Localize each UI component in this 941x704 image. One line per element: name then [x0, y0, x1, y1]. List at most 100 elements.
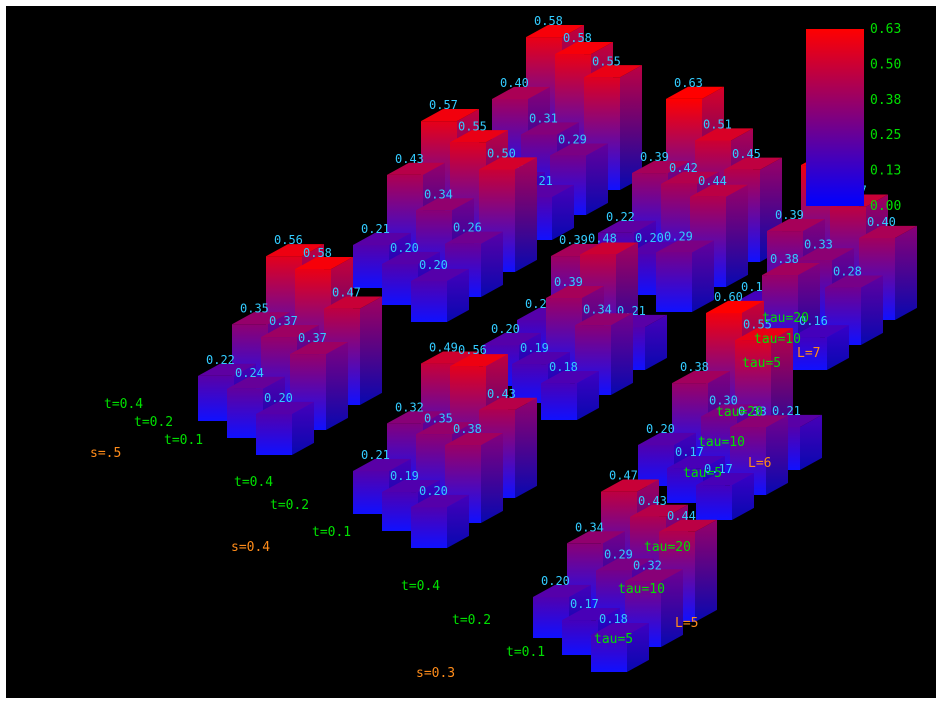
bar-top: [767, 218, 825, 232]
bar: 0.18: [591, 612, 649, 672]
tau-label: tau=5: [594, 632, 633, 647]
bar-value-label: 0.20: [635, 231, 664, 245]
bar: 0.17: [696, 462, 754, 520]
bar-top: [667, 456, 725, 469]
bar-value-label: 0.45: [732, 147, 761, 161]
bar-top: [450, 354, 508, 367]
bar-top: [656, 240, 714, 253]
bar-front: [656, 252, 692, 312]
tau-label: tau=20: [762, 311, 809, 326]
bar-value-label: 0.16: [799, 314, 828, 328]
bar-value-label: 0.24: [235, 366, 264, 380]
bar-side: [611, 313, 633, 395]
bar-value-label: 0.40: [500, 76, 529, 90]
bar-value-label: 0.56: [458, 343, 487, 357]
bar-top: [598, 220, 656, 233]
tau-label: tau=10: [618, 582, 665, 597]
L-label: L=6: [748, 456, 771, 471]
L-label: L=7: [797, 346, 820, 361]
bar-top: [416, 422, 474, 435]
bar-top: [387, 411, 445, 424]
bar-value-label: 0.43: [487, 387, 516, 401]
bar-top: [625, 569, 683, 582]
bar-front: [791, 337, 827, 370]
bar-top: [584, 65, 642, 78]
bar-side: [645, 314, 667, 370]
bar-value-label: 0.57: [429, 98, 458, 112]
bar-side: [692, 240, 714, 312]
bar-side: [360, 296, 382, 405]
bar-value-label: 0.37: [269, 314, 298, 328]
t-label: t=0.2: [452, 613, 491, 628]
axis-labels-layer: s=.5s=0.4s=0.3t=0.4t=0.2t=0.1t=0.4t=0.2t…: [90, 311, 820, 681]
bar-top: [672, 371, 730, 384]
bar-top: [421, 109, 479, 122]
bar-value-label: 0.30: [709, 394, 738, 408]
bar-top: [533, 584, 591, 597]
bar-value-label: 0.44: [667, 509, 696, 523]
bar-top: [382, 479, 440, 493]
bar-value-label: 0.38: [680, 360, 709, 374]
colorbar-gradient: [806, 29, 864, 206]
colorbar-tick-label: 0.50: [870, 57, 901, 72]
bar-top: [479, 397, 537, 410]
plot-frame: 0.580.580.400.550.310.190.290.190.630.57…: [6, 6, 936, 698]
bar-value-label: 0.34: [583, 302, 612, 316]
bar-value-label: 0.26: [453, 221, 482, 235]
bar-value-label: 0.28: [833, 265, 862, 279]
bar-top: [256, 401, 314, 414]
bar-value-label: 0.20: [419, 484, 448, 498]
bar: 0.20: [411, 258, 469, 322]
bar-top: [690, 184, 748, 197]
tau-label: tau=10: [754, 332, 801, 347]
bar-top: [735, 328, 793, 341]
bar-top: [445, 433, 503, 446]
bar-value-label: 0.39: [559, 233, 588, 247]
bar-top: [666, 86, 724, 99]
bar-value-label: 0.50: [487, 147, 516, 161]
bar-top: [546, 285, 604, 299]
colorbar-tick-label: 0.00: [870, 199, 901, 214]
s-label: s=.5: [90, 446, 121, 461]
bar: 0.26: [445, 221, 503, 297]
bar-top: [492, 86, 550, 99]
bar-value-label: 0.18: [599, 612, 628, 626]
bar-value-label: 0.34: [424, 187, 453, 201]
bar-value-label: 0.43: [395, 152, 424, 166]
bar-value-label: 0.49: [429, 341, 458, 355]
bar-value-label: 0.29: [604, 548, 633, 562]
colorbar-tick-label: 0.63: [870, 22, 901, 37]
bar-value-label: 0.38: [453, 422, 482, 436]
bar-value-label: 0.29: [664, 230, 693, 244]
bar-value-label: 0.58: [303, 246, 332, 260]
bar-side: [620, 65, 642, 190]
bar-value-label: 0.39: [554, 275, 583, 289]
bar-side: [515, 397, 537, 498]
bar-top: [295, 257, 353, 270]
bar-value-label: 0.20: [541, 574, 570, 588]
bar-top: [411, 268, 469, 281]
bar-top: [416, 198, 474, 211]
bar-top: [290, 342, 348, 355]
bar-side: [766, 415, 788, 495]
bar-value-label: 0.58: [563, 31, 592, 45]
bar-top: [567, 531, 625, 544]
bar-top: [825, 275, 883, 288]
bar-side: [627, 623, 649, 672]
bar-value-label: 0.33: [804, 237, 833, 251]
bar-side: [827, 325, 849, 370]
bar-top: [261, 325, 319, 338]
bar-value-label: 0.56: [274, 233, 303, 247]
bar-value-label: 0.22: [206, 353, 235, 367]
bar-value-label: 0.48: [588, 232, 617, 246]
bar-top: [632, 160, 690, 174]
bar-value-label: 0.29: [558, 133, 587, 147]
bar-top: [411, 494, 469, 507]
bar-top: [232, 312, 290, 325]
tau-label: tau=10: [698, 435, 745, 450]
bar-top: [266, 244, 324, 257]
bar-top: [661, 171, 719, 184]
bar-value-label: 0.39: [640, 150, 669, 164]
bar-value-label: 0.20: [419, 258, 448, 272]
bar-value-label: 0.21: [361, 222, 390, 236]
